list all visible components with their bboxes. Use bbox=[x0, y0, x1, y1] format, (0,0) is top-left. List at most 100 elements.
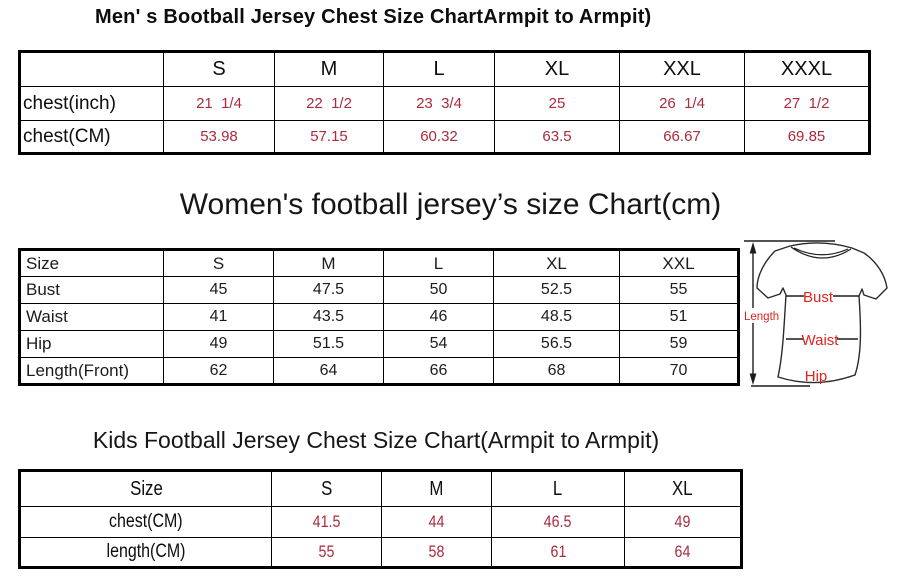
value-cell: 64 bbox=[273, 357, 384, 385]
header-cell: L bbox=[383, 51, 495, 87]
table-row: chest(inch) 21 1/4 22 1/2 23 3/4 25 26 1… bbox=[19, 86, 870, 121]
value-text: 58 bbox=[428, 542, 445, 561]
value-cell: 54 bbox=[383, 330, 494, 358]
value-cell: 58 bbox=[381, 537, 492, 568]
value-cell: 68 bbox=[493, 357, 620, 385]
men-size-table: S M L XL XXL XXXL chest(inch) 21 1/4 22 … bbox=[18, 50, 871, 155]
value-cell: 26 1/4 bbox=[619, 86, 745, 121]
value-text: 64 bbox=[674, 542, 691, 561]
value-cell: 59 bbox=[619, 330, 739, 358]
value-cell: 51 bbox=[619, 303, 739, 331]
value-cell: 66 bbox=[383, 357, 494, 385]
tshirt-outline bbox=[756, 242, 888, 384]
tshirt-measurement-diagram: Length Bust Waist Hip bbox=[741, 240, 888, 387]
value-cell: 50 bbox=[383, 276, 494, 304]
value-cell: 49 bbox=[624, 506, 742, 538]
value-cell: 70 bbox=[619, 357, 739, 385]
header-cell: XXL bbox=[619, 51, 745, 87]
value-cell: 48.5 bbox=[493, 303, 620, 331]
women-size-table: Size S M L XL XXL Bust 45 47.5 50 52.5 5… bbox=[18, 248, 740, 386]
header-text: XL bbox=[672, 477, 693, 500]
value-cell: 22 1/2 bbox=[274, 86, 384, 121]
length-label: Length bbox=[744, 311, 779, 323]
header-cell: L bbox=[491, 470, 625, 507]
header-cell: M bbox=[274, 51, 384, 87]
value-text: 44 bbox=[428, 512, 445, 531]
length-label-backdrop bbox=[741, 308, 777, 323]
value-cell: 53.98 bbox=[163, 120, 275, 154]
collar-inner-arc bbox=[793, 247, 849, 256]
value-cell: 55 bbox=[619, 276, 739, 304]
value-cell: 69.85 bbox=[744, 120, 870, 154]
value-cell: 25 bbox=[494, 86, 620, 121]
value-cell: 44 bbox=[381, 506, 492, 538]
value-cell: 64 bbox=[624, 537, 742, 568]
value-cell: 41 bbox=[163, 303, 274, 331]
row-label-text: chest(CM) bbox=[109, 511, 183, 532]
row-label-cell: length(CM) bbox=[19, 537, 272, 568]
row-label-text: length(CM) bbox=[106, 541, 186, 562]
men-chart-title: Men' s Bootball Jersey Chest Size ChartA… bbox=[95, 6, 652, 28]
header-cell bbox=[19, 51, 164, 87]
value-text: 46.5 bbox=[544, 512, 572, 531]
value-cell: 46 bbox=[383, 303, 494, 331]
row-label-cell: Bust bbox=[19, 276, 164, 304]
waist-label: Waist bbox=[802, 332, 840, 349]
value-cell: 43.5 bbox=[273, 303, 384, 331]
table-row: length(CM) 55 58 61 64 bbox=[19, 537, 742, 568]
header-cell: S bbox=[271, 470, 382, 507]
value-cell: 27 1/2 bbox=[744, 86, 870, 121]
value-cell: 57.15 bbox=[274, 120, 384, 154]
value-cell: 55 bbox=[271, 537, 382, 568]
header-cell: XL bbox=[494, 51, 620, 87]
value-text: 61 bbox=[550, 542, 566, 561]
header-text: M bbox=[429, 477, 444, 500]
value-cell: 56.5 bbox=[493, 330, 620, 358]
header-cell: M bbox=[381, 470, 492, 507]
row-label-cell: chest(CM) bbox=[19, 120, 164, 154]
value-text: 41.5 bbox=[312, 512, 341, 531]
table-row: Length(Front) 62 64 66 68 70 bbox=[19, 357, 739, 385]
table-row: Bust 45 47.5 50 52.5 55 bbox=[19, 276, 739, 304]
header-cell: XXL bbox=[619, 249, 739, 277]
table-row: chest(CM) 41.5 44 46.5 49 bbox=[19, 506, 742, 538]
header-cell: L bbox=[383, 249, 494, 277]
row-label-cell: Hip bbox=[19, 330, 164, 358]
value-cell: 63.5 bbox=[494, 120, 620, 154]
header-cell: XXXL bbox=[744, 51, 870, 87]
header-cell: XL bbox=[493, 249, 620, 277]
value-cell: 52.5 bbox=[493, 276, 620, 304]
row-label-cell: chest(CM) bbox=[19, 506, 272, 538]
value-cell: 23 3/4 bbox=[383, 86, 495, 121]
value-cell: 45 bbox=[163, 276, 274, 304]
value-cell: 62 bbox=[163, 357, 274, 385]
collar-outer-arc bbox=[790, 246, 852, 259]
header-cell: M bbox=[273, 249, 384, 277]
row-label-cell: Length(Front) bbox=[19, 357, 164, 385]
header-text: Size bbox=[129, 477, 163, 500]
header-cell: S bbox=[163, 51, 275, 87]
header-text: S bbox=[320, 477, 333, 500]
header-cell: XL bbox=[624, 470, 742, 507]
table-row: chest(CM) 53.98 57.15 60.32 63.5 66.67 6… bbox=[19, 120, 870, 154]
women-chart-title: Women's football jersey’s size Chart(cm) bbox=[179, 188, 722, 221]
header-text: L bbox=[553, 477, 563, 500]
kids-size-table: Size S M L XL chest(CM) 41.5 44 46.5 49 … bbox=[18, 469, 743, 569]
value-text: 55 bbox=[318, 542, 335, 561]
header-cell: Size bbox=[19, 470, 272, 507]
hip-label: Hip bbox=[805, 368, 828, 385]
value-cell: 46.5 bbox=[491, 506, 625, 538]
value-cell: 41.5 bbox=[271, 506, 382, 538]
table-row: Hip 49 51.5 54 56.5 59 bbox=[19, 330, 739, 358]
table-row: Waist 41 43.5 46 48.5 51 bbox=[19, 303, 739, 331]
bust-label: Bust bbox=[803, 289, 834, 306]
header-cell: S bbox=[163, 249, 274, 277]
value-cell: 60.32 bbox=[383, 120, 495, 154]
value-text: 49 bbox=[674, 512, 691, 531]
row-label-cell: Waist bbox=[19, 303, 164, 331]
value-cell: 51.5 bbox=[273, 330, 384, 358]
header-cell: Size bbox=[19, 249, 164, 277]
value-cell: 49 bbox=[163, 330, 274, 358]
value-cell: 66.67 bbox=[619, 120, 745, 154]
